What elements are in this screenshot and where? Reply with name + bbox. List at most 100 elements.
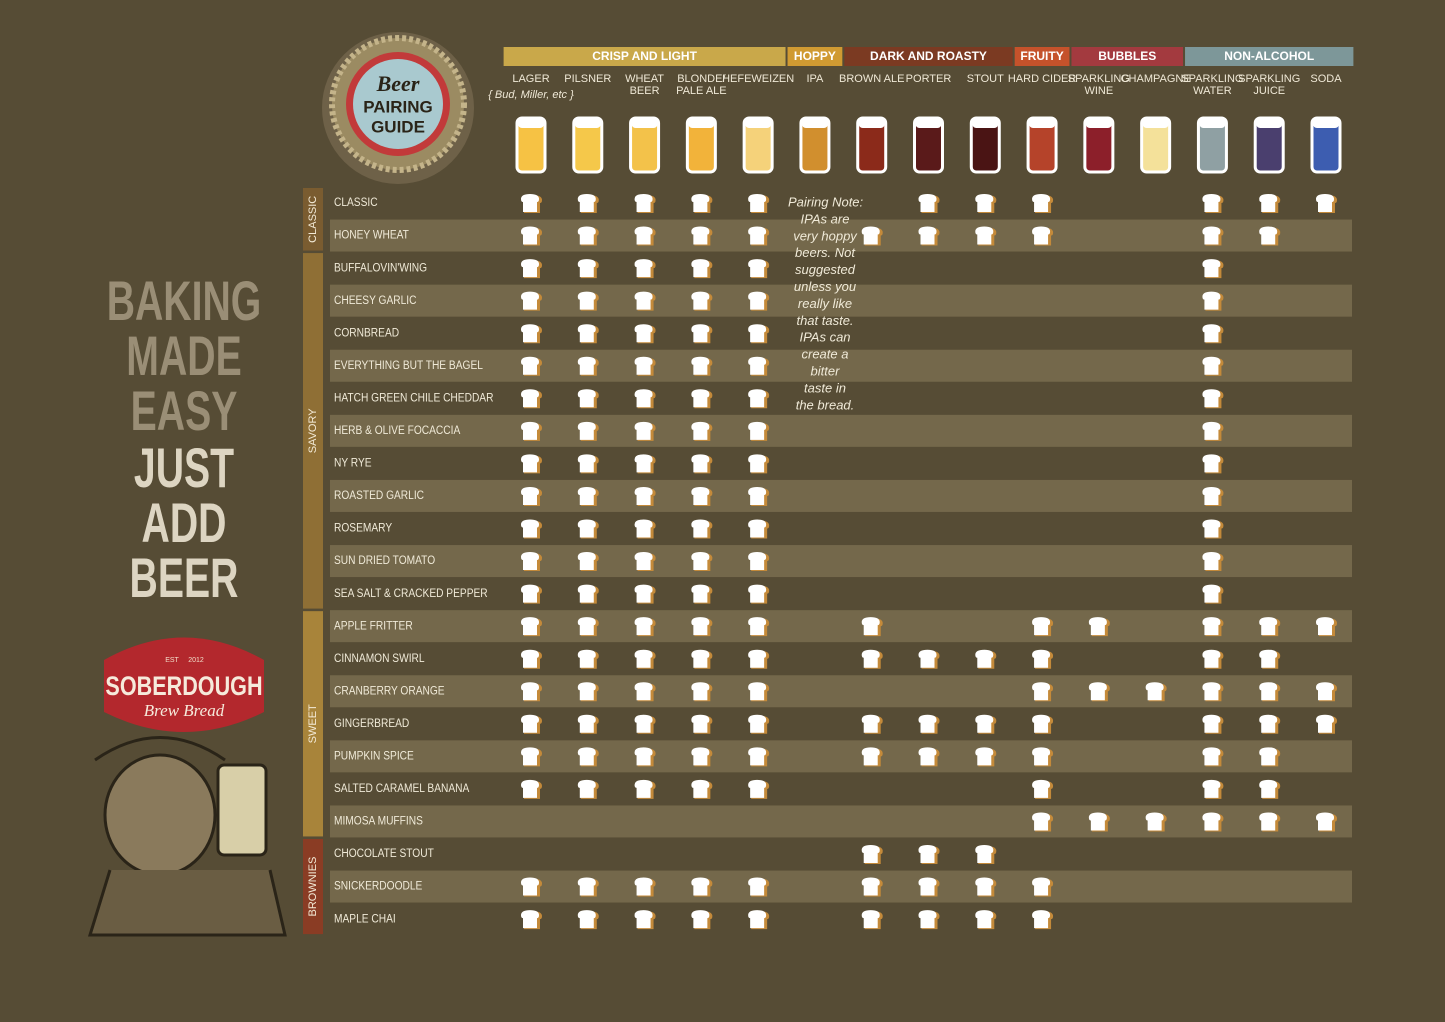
column-label: BEER [630, 85, 660, 97]
toast-icon [748, 421, 770, 441]
group-header [1014, 47, 1070, 66]
toast-icon [521, 617, 542, 637]
toast [521, 356, 539, 375]
toast [1202, 291, 1221, 310]
toast-icon [748, 714, 770, 734]
note-line: beers. Not [795, 245, 856, 260]
toast [634, 682, 653, 701]
toast [521, 291, 539, 310]
toast [634, 421, 653, 440]
toast-icon [521, 910, 542, 930]
glass [799, 116, 831, 174]
toast [1202, 259, 1221, 278]
toast-icon [1259, 617, 1281, 637]
toast [1202, 356, 1221, 375]
note-line: IPAs can [799, 330, 850, 345]
toast [521, 226, 539, 245]
toast-icon [691, 682, 713, 702]
group-header [503, 47, 786, 66]
toast-icon [861, 617, 883, 637]
toast [634, 291, 653, 310]
toast-icon [577, 682, 599, 702]
toast-icon [577, 584, 599, 604]
toast-icon [1259, 747, 1281, 767]
toast-icon [918, 649, 940, 669]
toast-icon [577, 649, 599, 669]
toast [1316, 812, 1334, 831]
toast-icon [1202, 454, 1224, 474]
toast [634, 454, 653, 473]
toast-icon [748, 486, 770, 506]
toast [975, 194, 994, 212]
toast-icon [634, 194, 656, 213]
note-line: IPAs are [801, 211, 850, 226]
toast-icon [1316, 617, 1337, 637]
toast-icon [748, 519, 770, 539]
toast-icon [577, 747, 599, 767]
toast-icon [577, 617, 599, 637]
toast-icon [918, 910, 940, 930]
group-header [844, 47, 1013, 66]
toast [748, 779, 767, 798]
toast [861, 617, 880, 636]
toast [1259, 747, 1278, 766]
toast-icon [691, 747, 713, 767]
toast-icon [521, 259, 542, 279]
toast [577, 324, 596, 343]
column-label: WHEAT [625, 73, 664, 85]
section-label: SAVORY [307, 408, 319, 453]
toast-icon [634, 421, 656, 441]
column-label: PALE ALE [676, 85, 727, 97]
toast [691, 584, 710, 603]
toast [691, 324, 710, 343]
note-line: very hoppy [793, 228, 858, 243]
toast-icon [861, 747, 883, 767]
toast [634, 584, 653, 603]
toast [1032, 682, 1051, 701]
toast [1032, 194, 1051, 212]
toast-icon [975, 845, 997, 864]
toast [748, 486, 767, 505]
toast [577, 356, 596, 375]
toast [748, 389, 767, 408]
toast-icon [748, 552, 770, 572]
toast [1032, 747, 1051, 766]
toast [1202, 779, 1221, 798]
section-label: BROWNIES [307, 857, 319, 917]
toast-icon [577, 389, 599, 409]
toast [748, 194, 767, 212]
toast-icon [691, 421, 713, 441]
toast-icon [521, 519, 542, 539]
toast-icon [1032, 194, 1054, 213]
section-bar [303, 611, 323, 837]
group-header [787, 47, 843, 66]
toast [577, 291, 596, 310]
row-band [330, 414, 1352, 447]
row-label: SNICKERDOODLE [334, 880, 422, 893]
toast [521, 910, 539, 929]
toast [918, 649, 937, 668]
toast [691, 617, 710, 636]
toast-icon [577, 324, 599, 344]
group-label: BUBBLES [1098, 49, 1156, 63]
toast [748, 682, 767, 701]
illustration-body [87, 869, 287, 937]
toast-icon [1032, 747, 1054, 767]
glass [572, 116, 604, 174]
toast [918, 845, 937, 863]
glass-foam [1085, 119, 1112, 128]
toast [975, 714, 994, 733]
toast [1259, 226, 1278, 245]
column-label: BROWN ALE [839, 73, 904, 85]
toast [577, 389, 596, 408]
row-label: MIMOSA MUFFINS [334, 815, 423, 828]
glass-foam [574, 119, 601, 128]
toast-icon [975, 747, 997, 767]
toast-icon [748, 356, 770, 376]
logo-shape [104, 637, 264, 732]
toast [1202, 682, 1221, 701]
toast-icon [975, 226, 997, 246]
row-label: SEA SALT & CRACKED PEPPER [334, 587, 488, 600]
toast [521, 454, 539, 473]
